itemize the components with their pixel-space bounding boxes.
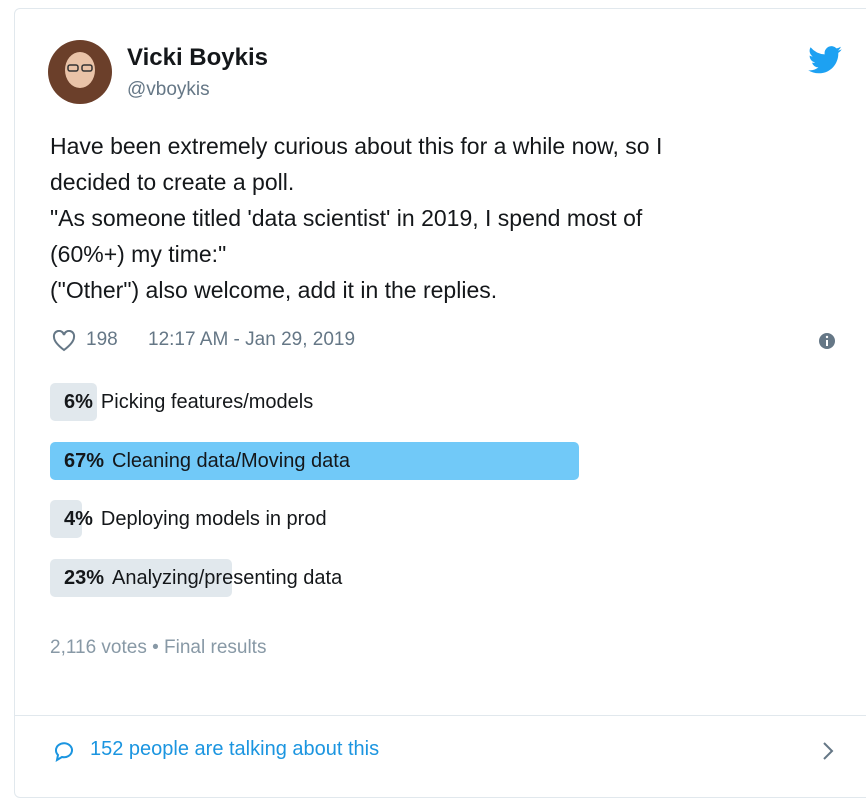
author-name[interactable]: Vicki Boykis xyxy=(127,44,268,71)
poll-option: 67% Cleaning data/Moving data xyxy=(50,441,840,480)
tweet-text-line: (60%+) my time:" xyxy=(50,241,227,267)
conversation-link[interactable]: 152 people are talking about this xyxy=(90,738,380,760)
poll-option-text: 23% Analyzing/presenting data xyxy=(64,559,342,597)
divider xyxy=(14,715,866,716)
poll-bar xyxy=(50,500,82,538)
like-count[interactable]: 198 xyxy=(86,329,118,350)
tweet-text-line: ("Other") also welcome, add it in the re… xyxy=(50,277,498,303)
reply-icon[interactable] xyxy=(52,740,76,762)
author-handle[interactable]: @vboykis xyxy=(127,79,210,100)
poll-summary: 2,116 votes • Final results xyxy=(50,637,267,658)
timestamp[interactable]: 12:17 AM - Jan 29, 2019 xyxy=(148,329,356,350)
chevron[interactable] xyxy=(820,740,836,762)
poll-option-text: 67% Cleaning data/Moving data xyxy=(64,442,350,480)
poll-option-label: Deploying models in prod xyxy=(100,508,327,530)
poll-percent-label: 4% xyxy=(64,508,93,530)
tweet-text-line: "As someone titled 'data scientist' in 2… xyxy=(50,205,643,231)
tweet-text-line: Have been extremely curious about this f… xyxy=(50,133,663,159)
poll-option-label: Cleaning data/Moving data xyxy=(112,449,350,472)
tweet-text-line: decided to create a poll. xyxy=(50,169,295,195)
like-icon[interactable] xyxy=(52,330,76,352)
poll-bar xyxy=(50,383,98,421)
poll-percent-label: 23% xyxy=(64,566,105,589)
avatar[interactable] xyxy=(48,40,112,104)
poll-percent-label: 67% xyxy=(64,449,105,472)
poll-option-label: Picking features/models xyxy=(100,391,314,413)
poll-option: 6% Picking features/models xyxy=(50,383,840,421)
poll-option: 23% Analyzing/presenting data xyxy=(50,558,840,597)
poll-option-label: Analyzing/presenting data xyxy=(112,566,343,589)
poll-option: 4% Deploying models in prod xyxy=(50,500,840,538)
info-icon[interactable] xyxy=(818,332,836,350)
poll-option-text: 6% Picking features/models xyxy=(64,383,313,421)
twitter-logo[interactable] xyxy=(808,46,842,74)
poll-option-text: 4% Deploying models in prod xyxy=(64,500,327,538)
poll-bar xyxy=(50,558,232,597)
poll-bar xyxy=(50,441,580,480)
poll-percent-label: 6% xyxy=(64,391,93,413)
page: Vicki Boykis @vboykis Have been extremel… xyxy=(14,8,866,798)
